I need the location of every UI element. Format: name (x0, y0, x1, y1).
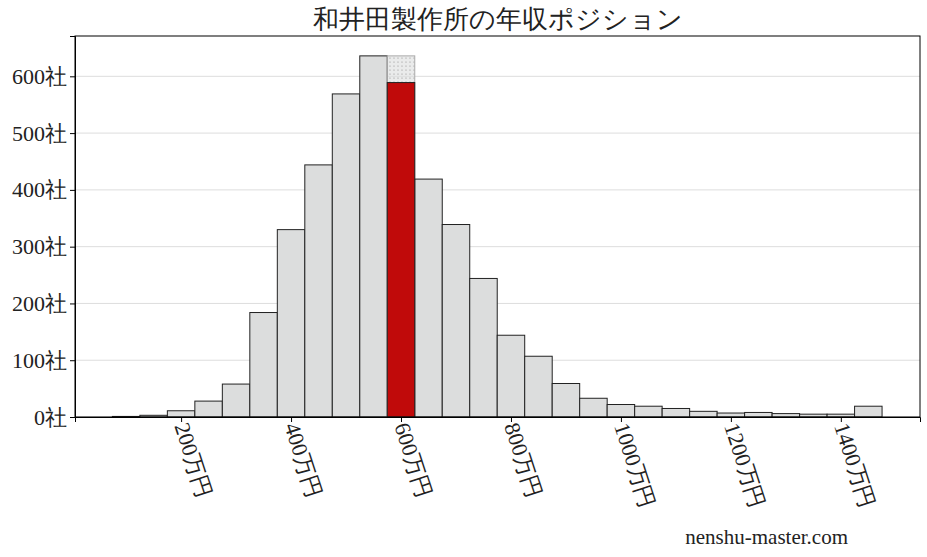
x-axis: 200万円 400万円 600万円 800万円 1000万円 1200万円 1400万円 (76, 417, 921, 511)
plot-frame (75, 36, 920, 417)
grid-line (75, 76, 920, 77)
x-tick: 1200万円 (719, 417, 770, 511)
x-tick: 800万円 (499, 417, 547, 500)
bar (745, 412, 772, 417)
y-tick-label: 600社 (12, 64, 67, 89)
x-axis-line (76, 418, 921, 423)
bar (772, 414, 799, 417)
x-tick-mark (181, 417, 182, 422)
x-tick-label: 400万円 (279, 420, 327, 501)
y-tick: 500社 (12, 121, 75, 146)
y-tick-mark (70, 360, 75, 361)
x-tick-mark (731, 417, 732, 422)
x-tick-mark (621, 417, 622, 422)
y-tick-label: 500社 (12, 121, 67, 146)
title: 和井田製作所の年収ポジション (313, 5, 683, 34)
x-tick-mark (291, 417, 292, 422)
y-tick-mark (70, 190, 75, 191)
bar (855, 406, 882, 417)
chart-svg: 200万円 400万円 600万円 800万円 1000万円 1200万円 1400万円 0社… (0, 0, 927, 557)
x-tick: 400万円 (279, 417, 327, 500)
bar (552, 383, 579, 417)
y-tick-mark (70, 247, 75, 248)
x-tick-mark (511, 417, 512, 422)
x-tick-mark (401, 417, 402, 422)
y-tick: 300社 (12, 234, 75, 259)
grid-line (75, 189, 920, 190)
x-tick: 1400万円 (829, 417, 880, 511)
bar (690, 411, 717, 417)
x-tick: 600万円 (389, 417, 437, 500)
y-tick-label: 300社 (12, 234, 67, 259)
y-tick: 100社 (12, 348, 75, 373)
y-tick-label: 0社 (34, 405, 67, 430)
y-tick-mark (70, 303, 75, 304)
x-tick-label: 1200万円 (719, 420, 770, 511)
bar (167, 411, 194, 417)
plot-background (75, 36, 920, 417)
x-tick: 1000万円 (609, 417, 660, 511)
bar (580, 398, 607, 417)
y-axis-line (70, 37, 76, 418)
grid-line (75, 133, 920, 134)
x-tick-label: 600万円 (389, 420, 437, 501)
bar (607, 405, 634, 417)
bar (222, 384, 249, 417)
bar (470, 278, 497, 417)
bar (332, 94, 359, 417)
y-tick: 0社 (34, 405, 75, 430)
y-tick: 200社 (12, 291, 75, 316)
chart-container: 200万円 400万円 600万円 800万円 1000万円 1200万円 1400万円 0社… (0, 0, 927, 557)
y-axis: 0社 100社 200社 300社 400社 500社 600社 (12, 37, 76, 430)
y-tick: 400社 (12, 177, 75, 202)
x-tick-mark (841, 417, 842, 422)
x-tick-label: 200万円 (169, 420, 217, 501)
bar (497, 335, 524, 417)
y-tick-label: 100社 (12, 348, 67, 373)
bar (360, 56, 387, 417)
bar (442, 225, 469, 417)
bar (415, 179, 442, 417)
y-tick-mark (70, 133, 75, 134)
y-tick-label: 200社 (12, 291, 67, 316)
bar (387, 83, 414, 417)
x-tick-label: 1000万円 (609, 420, 660, 511)
x-tick-label: 1400万円 (829, 420, 880, 511)
bar (277, 230, 304, 417)
bar (305, 165, 332, 417)
grid-line (75, 246, 920, 247)
bars (112, 56, 882, 417)
y-tick-mark (70, 76, 75, 77)
bar (662, 408, 689, 417)
bar (525, 356, 552, 417)
bar (250, 313, 277, 417)
x-tick: 200万円 (169, 417, 217, 500)
bar (195, 401, 222, 417)
annotation: nenshu-master.com (685, 525, 848, 549)
grid (75, 76, 920, 417)
bar (387, 56, 414, 417)
y-tick-mark (70, 417, 75, 418)
x-tick-label: 800万円 (499, 420, 547, 501)
bar (717, 413, 744, 417)
bar (635, 406, 662, 417)
y-tick-label: 400社 (12, 177, 67, 202)
y-tick: 600社 (12, 64, 75, 89)
